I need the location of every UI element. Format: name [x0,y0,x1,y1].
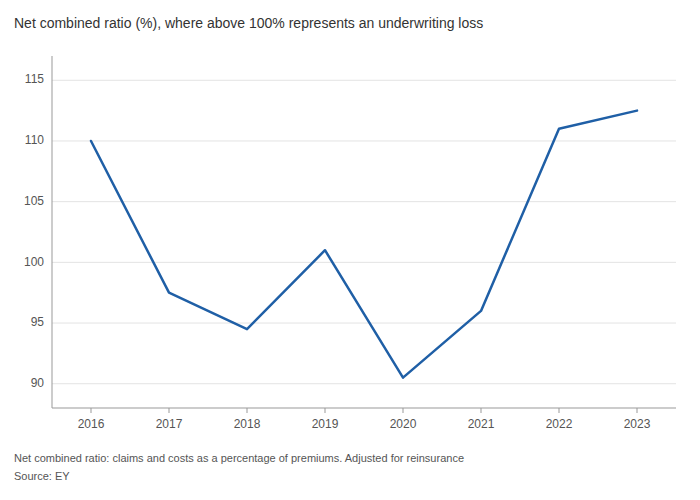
y-tick-label: 105 [24,194,44,208]
y-tick-label: 110 [25,133,44,147]
line [91,111,637,378]
grid-line [52,383,676,384]
footnote: Source: EY [14,470,70,482]
x-tick-label: 2021 [468,417,495,431]
x-tick-label: 2019 [312,417,339,431]
grid-line [52,262,676,263]
x-tick-label: 2018 [234,417,261,431]
chart-svg: Net combined ratio (%), where above 100%… [0,0,700,500]
y-tick-label: 100 [24,255,44,269]
y-tick-label: 95 [31,315,45,329]
x-tick-label: 2020 [390,417,417,431]
chart-container: Net combined ratio (%), where above 100%… [0,0,700,500]
x-tick [403,408,404,413]
grid-line [52,201,676,202]
footnote: Net combined ratio: claims and costs as … [14,452,464,464]
y-tick-label: 90 [31,376,45,390]
grid-line [52,80,676,81]
title: Net combined ratio (%), where above 100%… [14,15,483,31]
x-tick [247,408,248,413]
grid-line [52,323,676,324]
x-tick [169,408,170,413]
x-tick [481,408,482,413]
x-tick-label: 2016 [78,417,105,431]
x-tick [91,408,92,413]
grid-line [52,140,676,141]
x-tick-label: 2022 [546,417,573,431]
x-tick [325,408,326,413]
x-tick [637,408,638,413]
plot-area [91,111,637,378]
x-tick [559,408,560,413]
y-axis-line [52,56,53,408]
x-tick-label: 2023 [624,417,651,431]
x-axis-line [52,408,676,409]
x-tick-label: 2017 [156,417,183,431]
y-tick-label: 115 [25,72,44,86]
grid [52,80,676,383]
